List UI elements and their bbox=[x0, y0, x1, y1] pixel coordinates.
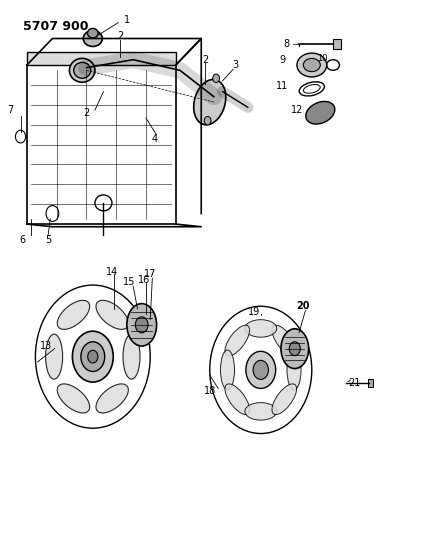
Text: 17: 17 bbox=[144, 270, 156, 279]
Ellipse shape bbox=[272, 325, 297, 356]
Text: 2: 2 bbox=[83, 108, 89, 118]
Circle shape bbox=[88, 350, 98, 363]
Text: 5: 5 bbox=[45, 235, 51, 245]
Circle shape bbox=[246, 351, 276, 389]
Text: 2: 2 bbox=[202, 55, 208, 64]
Text: 15: 15 bbox=[123, 277, 135, 287]
Ellipse shape bbox=[245, 320, 277, 337]
Ellipse shape bbox=[127, 304, 157, 346]
Circle shape bbox=[81, 342, 105, 372]
Ellipse shape bbox=[306, 101, 335, 124]
Text: 5707 900: 5707 900 bbox=[23, 20, 88, 33]
Text: 6: 6 bbox=[20, 235, 26, 245]
Circle shape bbox=[213, 74, 220, 83]
Ellipse shape bbox=[96, 384, 128, 413]
Ellipse shape bbox=[281, 329, 309, 368]
Text: 20: 20 bbox=[297, 301, 310, 311]
Text: 19: 19 bbox=[248, 306, 261, 317]
Text: 16: 16 bbox=[138, 274, 150, 285]
Ellipse shape bbox=[96, 300, 128, 329]
Circle shape bbox=[204, 116, 211, 125]
Text: 21: 21 bbox=[348, 378, 360, 388]
Text: 7: 7 bbox=[7, 104, 13, 115]
Ellipse shape bbox=[287, 350, 301, 390]
Ellipse shape bbox=[245, 402, 277, 420]
Ellipse shape bbox=[74, 62, 91, 78]
Ellipse shape bbox=[225, 384, 250, 415]
Ellipse shape bbox=[57, 300, 90, 329]
Ellipse shape bbox=[303, 59, 320, 71]
Text: 14: 14 bbox=[106, 267, 118, 277]
Circle shape bbox=[72, 331, 113, 382]
Text: 2: 2 bbox=[117, 31, 124, 41]
Ellipse shape bbox=[225, 325, 250, 356]
Circle shape bbox=[289, 342, 300, 356]
Ellipse shape bbox=[272, 384, 297, 415]
Text: 1: 1 bbox=[124, 15, 130, 25]
Bar bbox=[27, 65, 176, 224]
Text: 13: 13 bbox=[40, 341, 52, 351]
Ellipse shape bbox=[123, 334, 140, 379]
Text: 11: 11 bbox=[276, 81, 288, 91]
Text: 9: 9 bbox=[279, 55, 285, 64]
Ellipse shape bbox=[46, 334, 62, 379]
Text: 12: 12 bbox=[291, 105, 303, 115]
Text: 10: 10 bbox=[317, 54, 328, 63]
Ellipse shape bbox=[220, 350, 235, 390]
Text: 18: 18 bbox=[204, 386, 216, 396]
Ellipse shape bbox=[194, 79, 226, 125]
Bar bbox=[333, 38, 341, 49]
Bar bbox=[27, 52, 176, 65]
Ellipse shape bbox=[83, 30, 102, 46]
Text: 3: 3 bbox=[232, 60, 238, 70]
Ellipse shape bbox=[69, 59, 95, 82]
Circle shape bbox=[253, 360, 268, 379]
Circle shape bbox=[135, 317, 148, 333]
Text: 4: 4 bbox=[152, 134, 158, 144]
Ellipse shape bbox=[87, 28, 98, 38]
Ellipse shape bbox=[57, 384, 90, 413]
Bar bbox=[368, 379, 373, 387]
Text: 8: 8 bbox=[283, 39, 289, 49]
Ellipse shape bbox=[297, 53, 327, 77]
